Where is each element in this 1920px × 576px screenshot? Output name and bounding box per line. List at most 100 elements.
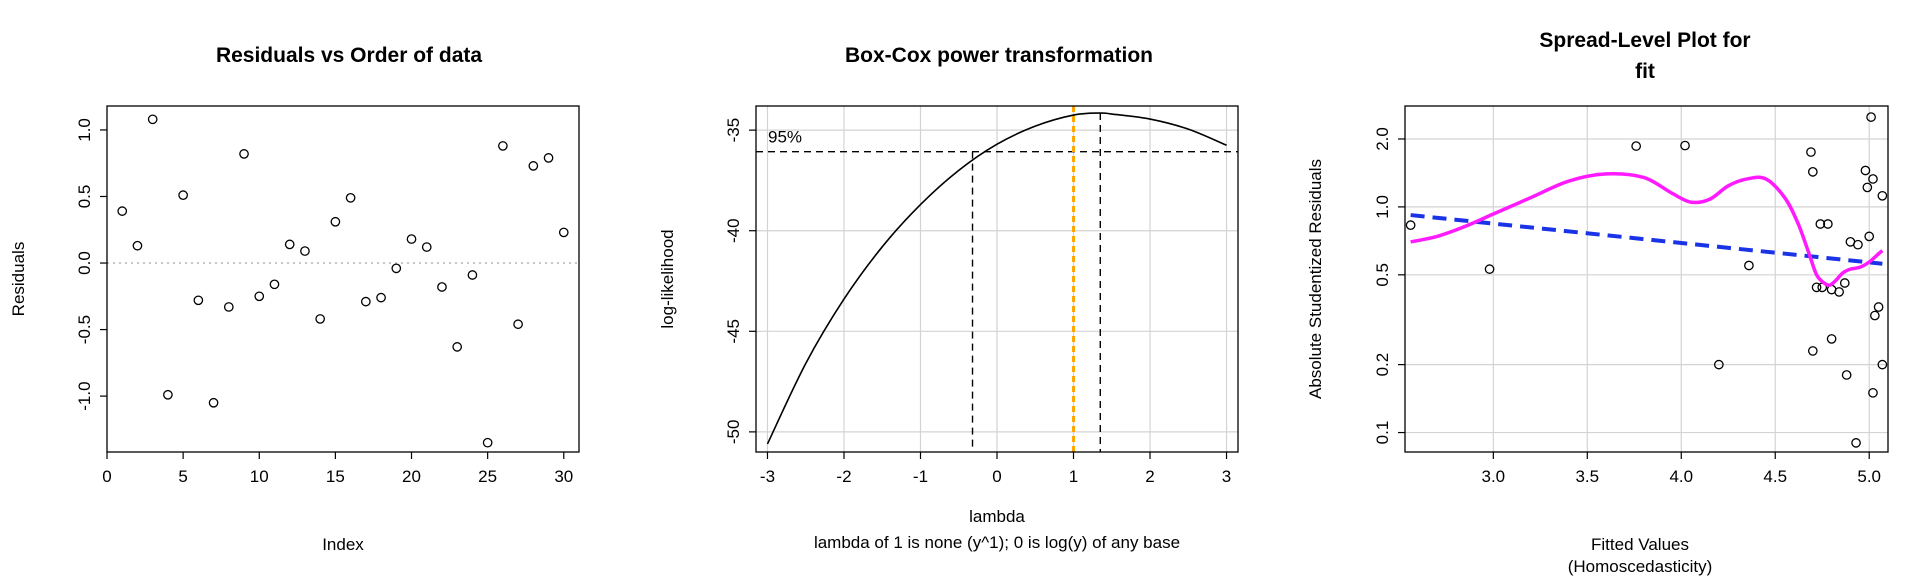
data-point — [391, 263, 402, 274]
y-tick-label: 0.2 — [1373, 353, 1392, 377]
x-tick-label: -3 — [760, 467, 775, 486]
data-point — [193, 295, 204, 306]
data-point — [1866, 112, 1876, 122]
data-point — [208, 397, 219, 408]
x-tick-label: 3.5 — [1575, 467, 1599, 486]
data-point — [239, 149, 249, 159]
data-point — [1807, 166, 1818, 177]
data-point — [163, 389, 173, 400]
smooth-line — [1410, 172, 1884, 287]
x-tick-label: 3 — [1222, 467, 1231, 486]
data-point — [1839, 278, 1850, 288]
chart-title-line-1: Spread-Level Plot for — [1539, 29, 1750, 52]
data-point — [1405, 220, 1416, 231]
x-axis-label: Index — [322, 535, 364, 554]
x-tick-label: 5.0 — [1857, 467, 1881, 486]
x-tick-label: 25 — [478, 467, 497, 486]
trend-line — [1410, 213, 1883, 266]
y-tick-label: -45 — [724, 319, 743, 344]
y-tick-label: -50 — [724, 420, 743, 445]
boxcox-panel: Box-Cox power transformation 95% -3 -2 -1 0… — [658, 44, 1239, 552]
x-tick-label: 4.0 — [1669, 467, 1693, 486]
data-point — [178, 190, 188, 201]
x-tick-label: 15 — [326, 467, 345, 486]
chart-title-line-2: fit — [1635, 60, 1655, 83]
data-point — [1834, 287, 1844, 297]
data-point — [1853, 239, 1863, 250]
x-tick-label: 20 — [402, 467, 421, 486]
x-tick-label: -1 — [913, 467, 928, 486]
data-point — [467, 270, 478, 280]
y-tick-label: 2.0 — [1373, 127, 1392, 151]
data-point — [437, 282, 447, 292]
data-point — [1873, 302, 1884, 312]
data-point — [1744, 260, 1754, 271]
plot-frame — [106, 105, 580, 453]
data-point — [117, 206, 128, 216]
data-point — [1823, 219, 1833, 229]
data-point — [513, 319, 523, 330]
y-tick-label: 1.0 — [1373, 195, 1392, 219]
y-tick-label: 0.5 — [75, 185, 94, 209]
data-point — [1806, 147, 1816, 157]
data-point — [1815, 219, 1826, 229]
x-tick-label: -2 — [836, 467, 851, 486]
data-point — [1868, 387, 1878, 398]
data-point — [406, 234, 417, 244]
data-point — [315, 314, 326, 324]
x-tick-label: 3.0 — [1482, 467, 1506, 486]
plot-frame — [1404, 105, 1889, 453]
data-point — [147, 114, 158, 125]
data-point — [284, 239, 295, 250]
y-tick-label: 0.5 — [1373, 263, 1392, 287]
y-axis-label: Absolute Studentized Residuals — [1306, 159, 1325, 399]
data-point — [1862, 182, 1873, 193]
x-tick-label: 4.5 — [1763, 467, 1787, 486]
data-point — [1484, 264, 1495, 274]
y-tick-label: -40 — [724, 218, 743, 243]
y-tick-label: -35 — [724, 118, 743, 143]
x-tick-label: 0 — [992, 467, 1001, 486]
data-point — [421, 242, 432, 252]
data-point — [452, 342, 463, 352]
data-point — [1807, 346, 1818, 356]
data-point — [1714, 359, 1724, 370]
data-point — [1841, 370, 1852, 380]
data-point — [1811, 282, 1822, 293]
x-axis-label: Fitted Values — [1591, 535, 1689, 554]
data-point — [1877, 190, 1888, 201]
spread-level-panel: Spread-Level Plot for fit 3.0 3.5 4.0 4.5 5.… — [1306, 29, 1889, 576]
x-tick-label: 5 — [178, 467, 187, 486]
data-point — [558, 227, 569, 238]
data-point — [1868, 174, 1878, 184]
data-point — [1826, 334, 1837, 344]
y-tick-label: 0.0 — [75, 251, 94, 275]
data-point — [1851, 438, 1861, 448]
data-point — [269, 279, 280, 290]
data-point — [330, 216, 341, 227]
data-point — [132, 240, 143, 251]
data-point — [300, 246, 310, 256]
data-point — [1869, 310, 1880, 321]
chart-subtitle: lambda of 1 is none (y^1); 0 is log(y) o… — [814, 533, 1180, 552]
chart-title: Box-Cox power transformation — [845, 44, 1153, 67]
data-point — [1631, 141, 1642, 151]
x-tick-label: 10 — [250, 467, 269, 486]
log-likelihood-curve — [766, 112, 1227, 445]
x-tick-label: 30 — [554, 467, 573, 486]
data-point — [1860, 165, 1871, 176]
y-axis-label: Residuals — [9, 242, 28, 317]
x-axis-label-line-2: (Homoscedasticity) — [1568, 557, 1713, 576]
x-tick-label: 2 — [1145, 467, 1154, 486]
data-point — [482, 437, 493, 448]
data-point — [528, 161, 539, 171]
y-axis-label: log-likelihood — [658, 229, 677, 328]
data-point — [376, 292, 386, 303]
residuals-order-panel: Residuals vs Order of data 0 5 10 15 20 25 30 … — [9, 44, 580, 554]
data-point — [360, 296, 371, 307]
data-point — [498, 141, 508, 151]
y-tick-label: 1.0 — [75, 118, 94, 142]
chart-title: Residuals vs Order of data — [216, 44, 482, 67]
x-tick-label: 0 — [102, 467, 111, 486]
